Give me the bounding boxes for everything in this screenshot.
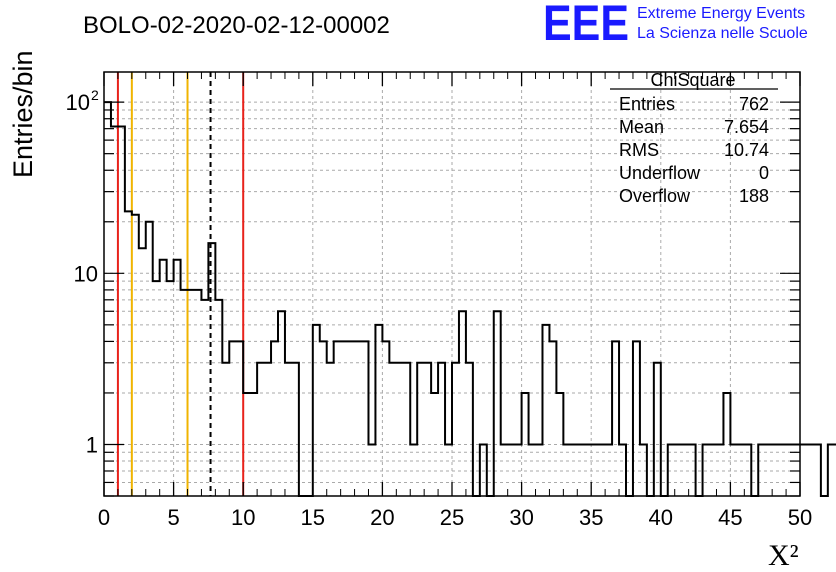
- histogram-layer: [104, 101, 836, 497]
- stats-value: 762: [739, 94, 769, 114]
- x-tick-label: 0: [98, 505, 110, 530]
- y-axis-label: Entries/bin: [8, 50, 38, 178]
- stats-label: Entries: [619, 94, 675, 114]
- stats-label: Underflow: [619, 163, 701, 183]
- x-tick-label: 35: [579, 505, 603, 530]
- y-tick-exponent: 2: [91, 87, 99, 103]
- x-tick-label: 45: [718, 505, 742, 530]
- stats-value: 188: [739, 186, 769, 206]
- stats-label: RMS: [619, 140, 659, 160]
- x-tick-label: 40: [649, 505, 673, 530]
- reference-lines: [116, 72, 245, 496]
- y-tick-label: 10: [74, 261, 98, 286]
- y-tick-label: 1: [86, 432, 98, 457]
- x-tick-label: 15: [301, 505, 325, 530]
- y-tick-label: 10: [66, 90, 90, 115]
- grid-layer: [104, 72, 800, 497]
- x-tick-label: 50: [788, 505, 812, 530]
- x-tick-label: 30: [509, 505, 533, 530]
- stats-box: ChiSquare Entries 762 Mean 7.654 RMS 10.74 Und…: [610, 70, 778, 206]
- stats-label: Overflow: [619, 186, 691, 206]
- x-tick-label: 10: [231, 505, 255, 530]
- x-tick-label: 25: [440, 505, 464, 530]
- x-tick-label: 20: [370, 505, 394, 530]
- stats-value: 10.74: [724, 140, 769, 160]
- stats-value: 0: [759, 163, 769, 183]
- stats-label: Mean: [619, 117, 664, 137]
- x-axis-label: X²: [768, 539, 799, 572]
- x-tick-label: 5: [167, 505, 179, 530]
- stats-value: 7.654: [724, 117, 769, 137]
- stats-rows: Entries 762 Mean 7.654 RMS 10.74 Underflow 0 Ove…: [619, 94, 769, 206]
- histogram-outline: [104, 101, 836, 497]
- logo-line-2: La Scienza nelle Scuole: [637, 25, 808, 42]
- logo-line-1: Extreme Energy Events: [637, 5, 805, 22]
- run-title: BOLO-02-2020-02-12-00002: [83, 12, 390, 39]
- eee-logo: EEE: [543, 0, 629, 51]
- stats-title: ChiSquare: [650, 70, 735, 90]
